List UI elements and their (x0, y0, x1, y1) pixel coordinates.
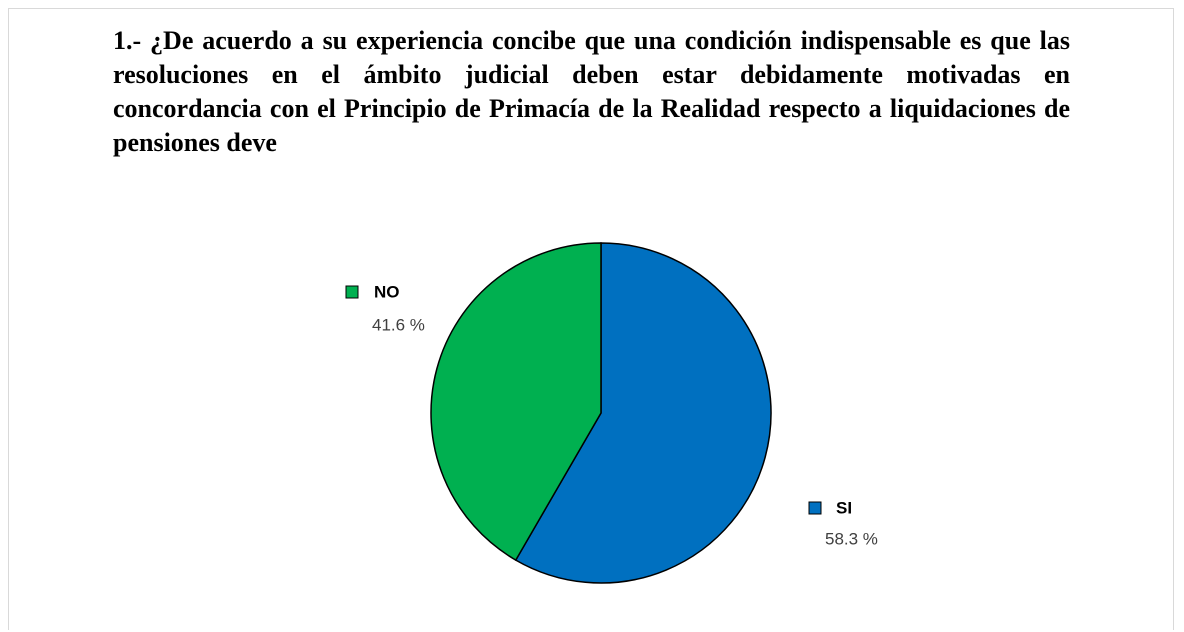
data-label: 58.3 % (825, 529, 878, 548)
legend-swatch (808, 501, 822, 515)
category-label: SI (836, 498, 852, 517)
pie-slice (514, 242, 772, 584)
category-label: NO (374, 282, 400, 301)
legend-swatch (345, 285, 359, 299)
pie-slice (430, 242, 602, 562)
chart-frame (8, 8, 1174, 630)
data-label: 41.6 % (372, 315, 425, 334)
chart-title: 1.- ¿De acuerdo a su experiencia concibe… (113, 26, 1070, 157)
